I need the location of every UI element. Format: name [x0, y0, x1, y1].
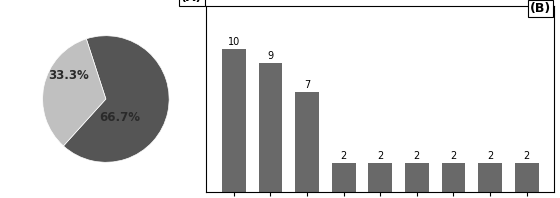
Bar	[515, 163, 539, 192]
Bar	[259, 63, 282, 192]
Bar	[368, 163, 392, 192]
Bar	[478, 163, 502, 192]
Bar	[222, 49, 246, 192]
Bar	[295, 92, 319, 192]
Text: 2: 2	[377, 151, 384, 161]
Text: 66.7%: 66.7%	[99, 111, 140, 124]
Text: 2: 2	[340, 151, 347, 161]
Bar	[405, 163, 429, 192]
Text: (A): (A)	[181, 0, 203, 4]
Text: 2: 2	[524, 151, 530, 161]
Text: 2: 2	[450, 151, 456, 161]
Text: 7: 7	[304, 80, 310, 90]
Text: 10: 10	[228, 37, 240, 47]
Text: 33.3%: 33.3%	[48, 69, 89, 82]
Text: (B): (B)	[530, 2, 551, 15]
Bar	[442, 163, 465, 192]
Text: 9: 9	[267, 51, 273, 61]
Text: 2: 2	[414, 151, 420, 161]
Wedge shape	[43, 39, 106, 146]
Bar	[332, 163, 356, 192]
Text: 2: 2	[487, 151, 493, 161]
Wedge shape	[63, 36, 169, 162]
